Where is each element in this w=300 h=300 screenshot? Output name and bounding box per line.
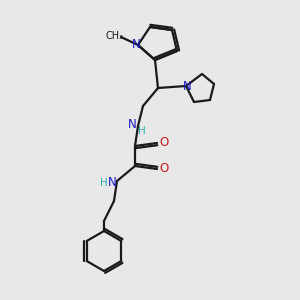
Text: H: H [100,178,108,188]
Text: N: N [183,80,191,92]
Text: H: H [138,126,146,136]
Text: N: N [132,38,140,50]
Text: CH₃: CH₃ [106,31,124,41]
Text: N: N [128,118,136,131]
Text: O: O [159,163,169,176]
Text: O: O [159,136,169,149]
Text: N: N [108,176,116,190]
